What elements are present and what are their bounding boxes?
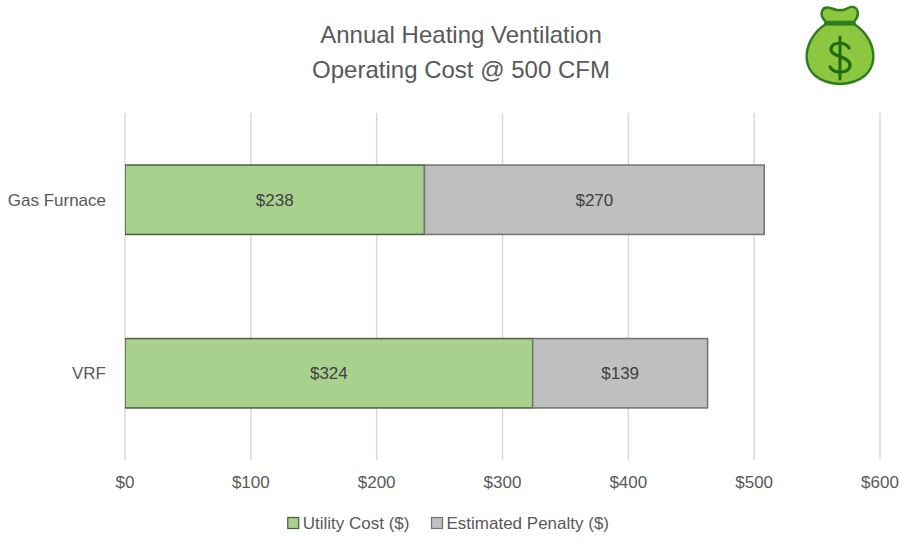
bar-segment xyxy=(125,339,533,408)
bar-segment xyxy=(125,165,424,234)
title-line: Annual Heating Ventilation xyxy=(320,21,602,48)
bag-tie xyxy=(824,23,856,26)
tick-label: $600 xyxy=(861,473,899,492)
legend-label: Utility Cost ($) xyxy=(303,514,410,533)
title-line: Operating Cost @ 500 CFM xyxy=(312,56,610,83)
bar-segment xyxy=(533,339,708,408)
data-label: $238 xyxy=(256,191,294,210)
legend-swatch xyxy=(431,518,442,529)
data-labels: $238 $270 $324 $139 xyxy=(256,191,639,384)
background xyxy=(0,0,922,553)
tick-label: $300 xyxy=(484,473,522,492)
data-label: $270 xyxy=(575,191,613,210)
tick-label: $400 xyxy=(609,473,647,492)
grid-line xyxy=(879,113,881,460)
tick-label: $0 xyxy=(116,473,135,492)
tick-label: $100 xyxy=(232,473,270,492)
chart-title: Annual Heating Ventilation Operating Cost… xyxy=(312,21,610,83)
tick-label: $500 xyxy=(735,473,773,492)
data-label: $324 xyxy=(310,364,348,383)
legend: Utility Cost ($) Estimated Penalty ($) xyxy=(288,514,609,533)
bag-body xyxy=(807,24,874,84)
bag-top xyxy=(822,7,858,22)
bar-segment xyxy=(424,165,764,234)
chart-root: Annual Heating Ventilation Operating Cost… xyxy=(0,0,922,553)
bars xyxy=(125,165,764,408)
category-label: VRF xyxy=(72,364,106,383)
money-bag-icon xyxy=(807,7,874,84)
legend-swatch xyxy=(288,518,299,529)
data-label: $139 xyxy=(601,364,639,383)
category-label: Gas Furnace xyxy=(8,191,106,210)
legend-label: Estimated Penalty ($) xyxy=(446,514,609,533)
tick-label: $200 xyxy=(358,473,396,492)
grid xyxy=(125,113,880,460)
bag-symbol-bar xyxy=(839,37,842,79)
